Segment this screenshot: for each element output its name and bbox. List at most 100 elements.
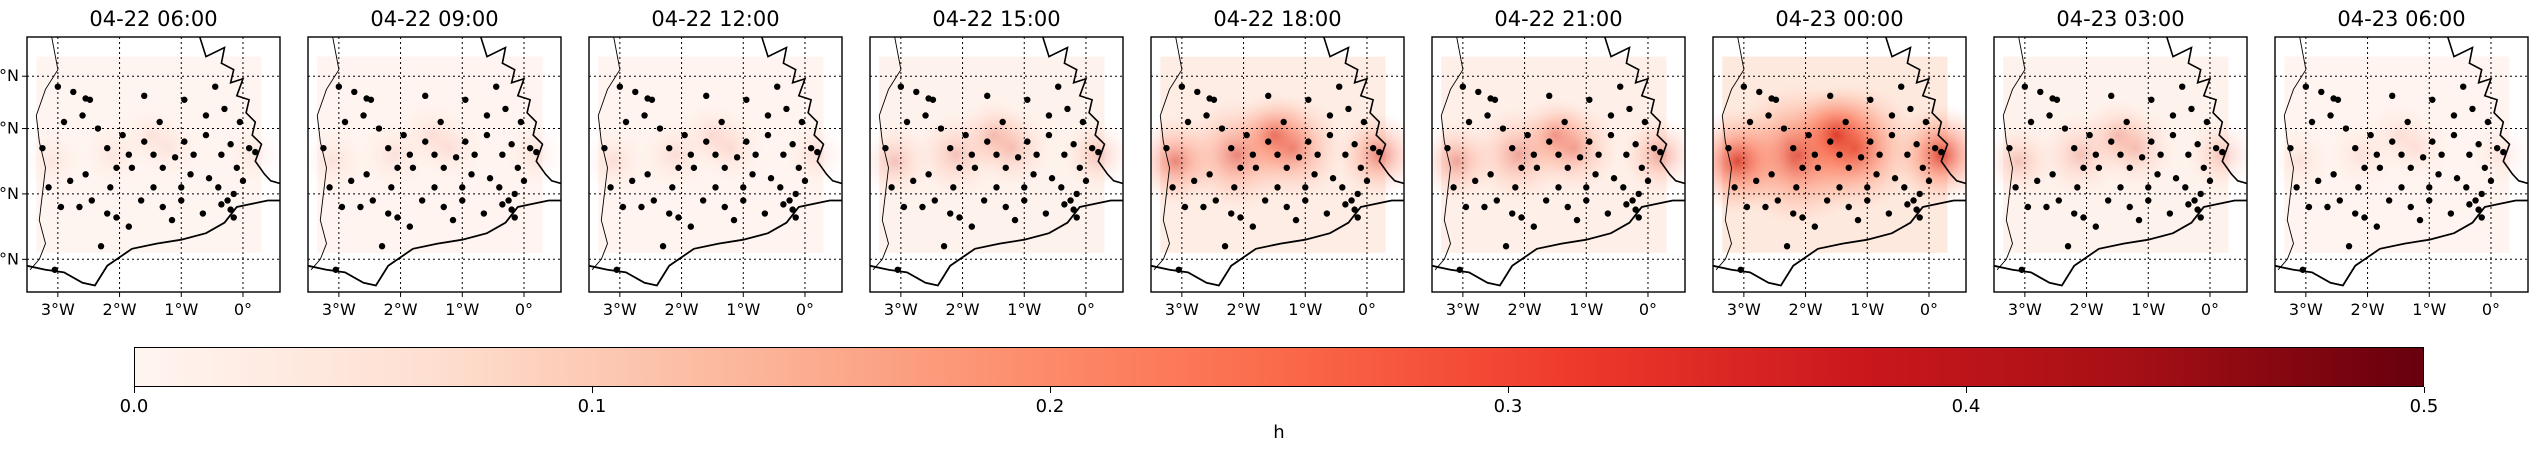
station-point <box>320 144 327 152</box>
station-point <box>792 190 799 198</box>
station-point <box>326 184 333 191</box>
coastline-south <box>1713 199 1966 287</box>
station-point <box>2429 96 2436 103</box>
station-point <box>2157 151 2164 158</box>
station-point <box>1376 148 1383 156</box>
station-point <box>601 144 608 152</box>
panel-frame <box>2274 36 2529 293</box>
station-point <box>2376 164 2384 171</box>
station-point <box>1799 164 1806 171</box>
colorbar-tick-label: 0.3 <box>1493 396 1523 417</box>
station-point <box>2182 184 2189 191</box>
station-point <box>119 131 126 139</box>
station-point <box>687 223 695 230</box>
field-hotspot <box>589 127 648 195</box>
station-point <box>2487 177 2495 185</box>
station-point <box>613 266 620 273</box>
station-point <box>2355 184 2362 191</box>
station-point <box>1487 171 1494 178</box>
station-point <box>1783 243 1791 250</box>
field-hotspot <box>870 124 932 199</box>
station-point <box>656 125 664 132</box>
station-point <box>1617 83 1624 90</box>
station-point <box>1530 151 1538 158</box>
station-point <box>2330 171 2337 178</box>
station-point <box>440 164 447 171</box>
station-point <box>2138 154 2146 161</box>
station-point <box>900 203 908 211</box>
coastline-east <box>2447 37 2528 185</box>
station-point <box>1811 151 1819 158</box>
station-point <box>1345 105 1352 113</box>
station-point <box>909 177 917 185</box>
station-point <box>1444 144 1451 152</box>
station-point <box>367 96 375 103</box>
station-point <box>1302 197 1309 204</box>
station-point <box>780 201 787 208</box>
station-point <box>1518 214 1525 221</box>
lon-tick-label: 0° <box>2201 300 2219 319</box>
station-point <box>97 243 105 250</box>
station-point <box>2037 88 2044 96</box>
station-point <box>2493 144 2501 152</box>
station-point <box>814 148 821 156</box>
station-point <box>1339 184 1346 191</box>
station-point <box>1657 148 1664 156</box>
station-point <box>2327 112 2334 119</box>
lon-tick-label: 2°W <box>2351 300 2385 319</box>
station-point <box>1867 96 1874 103</box>
coastline-west <box>1715 37 1745 271</box>
station-point <box>2148 96 2155 103</box>
station-point <box>526 144 534 152</box>
station-point <box>1555 184 1562 191</box>
station-point <box>1265 138 1272 145</box>
station-point <box>511 190 518 198</box>
station-point <box>2336 197 2343 204</box>
lon-tick-label: 0° <box>1358 300 1376 319</box>
lon-tick-label: 0° <box>1920 300 1938 319</box>
station-point <box>230 214 237 221</box>
map-panel: 04-23 06:00 3°W 2°W 1°W 0° <box>2274 7 2529 319</box>
station-point <box>1295 154 1303 161</box>
station-point <box>1533 164 1541 171</box>
station-point <box>347 177 355 185</box>
station-point <box>1274 184 1281 191</box>
station-point <box>743 96 750 103</box>
station-point <box>1336 83 1343 90</box>
station-point <box>2061 125 2069 132</box>
lon-tick-label: 3°W <box>322 300 356 319</box>
station-point <box>45 184 52 191</box>
station-point <box>721 203 728 211</box>
field-hotspot <box>1151 115 1222 207</box>
station-point <box>70 88 77 96</box>
station-point <box>1620 184 1627 191</box>
station-point <box>984 92 991 100</box>
station-point <box>1752 177 1760 185</box>
station-point <box>1002 164 1009 171</box>
station-point <box>1021 197 1028 204</box>
lat-tick-label: °N <box>0 119 19 138</box>
coastline-east <box>761 37 842 185</box>
station-point <box>1586 138 1593 145</box>
station-point <box>1228 210 1235 217</box>
station-point <box>2314 177 2322 185</box>
lon-tick-label: 2°W <box>946 300 980 319</box>
station-point <box>2450 112 2458 119</box>
station-point <box>947 144 954 152</box>
coastline-south <box>27 199 280 287</box>
lon-tick-label: 2°W <box>103 300 137 319</box>
station-point <box>2475 141 2482 148</box>
station-point <box>1780 125 1788 132</box>
station-point <box>496 184 503 191</box>
station-point <box>925 171 932 178</box>
station-point <box>1913 141 1920 148</box>
coastline-south <box>2275 199 2528 287</box>
field-hotspot <box>399 102 464 168</box>
station-point <box>409 164 417 171</box>
station-point <box>2074 184 2081 191</box>
station-point <box>1845 203 1852 211</box>
station-point <box>1481 203 1488 211</box>
station-point <box>2108 138 2115 145</box>
station-point <box>675 164 682 171</box>
field-hotspot <box>784 121 842 188</box>
